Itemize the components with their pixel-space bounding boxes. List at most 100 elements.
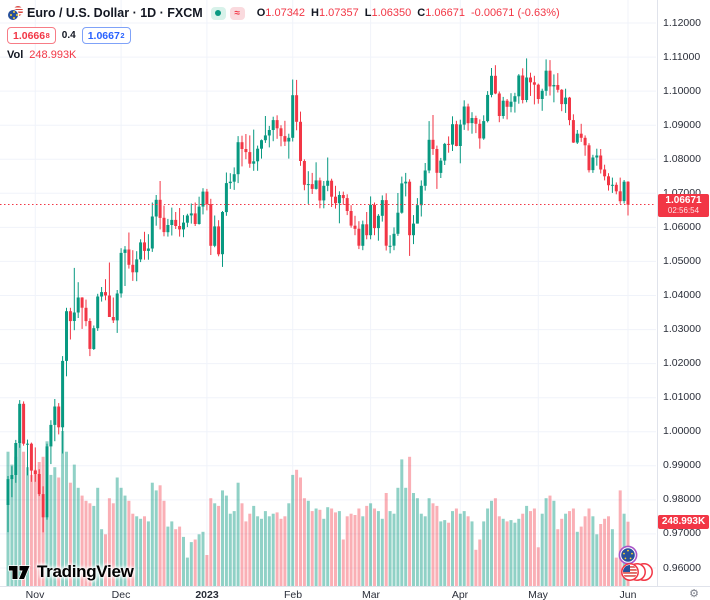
bar-countdown: 02:56:54 [667,206,700,215]
candle-body [447,143,451,145]
candle-body [501,100,505,116]
volume-bar [224,495,228,586]
volume-bar [334,512,337,586]
price-axis-label: 1.01000 [663,391,701,403]
candle-body [143,242,146,251]
candle-wick [553,74,555,103]
volume-bar [521,513,525,586]
candle-body [244,149,248,153]
candle-body [170,219,174,225]
price-axis-label: 1.11000 [663,51,701,63]
volume-bar [443,520,447,586]
candle-wick [81,297,83,329]
volume-bar [123,495,127,586]
candle-body [267,130,271,136]
volume-bar [560,518,564,586]
volume-bar [376,511,380,586]
chart-legend: Euro / U.S. Dollar · 1D · FXCM ≈ O1.0734… [7,4,560,62]
candle-body [217,226,221,255]
time-axis-label: Apr [451,589,469,600]
candle-body [76,297,80,313]
candle-body [299,121,302,161]
tradingview-logo[interactable]: TradingView [8,562,134,582]
volume-bar [96,487,100,586]
volume-bar [583,516,587,587]
time-axis-label: May [528,589,548,600]
candle-body [361,224,365,246]
volume-bar [244,521,248,586]
candle-body [224,183,228,213]
candle-wick [284,120,286,146]
candle-body [540,90,544,99]
volume-bar [209,498,213,586]
candle-body [221,212,224,255]
open-value: 1.07342 [265,7,306,19]
volume-bar [423,516,427,587]
time-axis-label: Nov [25,589,45,600]
volume-bar [369,503,373,586]
volume-bar [162,500,166,587]
volume-bar [396,487,400,586]
candle-wick [506,99,508,120]
volume-bar [478,539,482,586]
candle-body [607,176,610,186]
sell-bid-button[interactable]: 1.0666 8 [7,27,56,44]
candle-body [271,120,275,130]
candle-body [474,118,478,124]
volume-bar [232,511,236,586]
price-axis-label: 1.10000 [663,85,701,97]
candle-wick [34,447,36,482]
volume-bar [474,549,478,586]
volume-bar [322,518,326,586]
volume-bar [365,505,369,586]
candle-body [240,142,244,149]
candle-wick [354,215,356,236]
candle-wick [342,191,344,205]
volume-bar [427,498,431,586]
us-event-icon-group[interactable] [621,563,653,581]
candle-body [84,307,88,322]
volume-bar [314,508,318,586]
candle-body [291,95,295,138]
candle-body [100,292,104,297]
candle-body [568,97,571,121]
eu-event-icon[interactable] [618,545,638,565]
candle-body [127,249,131,265]
candle-body [37,474,41,495]
volume-bar [568,511,571,586]
candle-body [228,181,232,184]
candle-body [337,195,341,204]
candle-body [314,180,318,189]
candle-body [341,195,345,199]
candle-body [353,225,357,229]
volume-bar [595,534,599,586]
tradingview-wordmark: TradingView [37,562,134,581]
candle-wick [514,92,516,113]
volume-bar [345,516,349,587]
candle-body [45,446,49,518]
volume-bar [57,477,61,586]
candle-body [373,204,376,229]
candle-body [618,191,622,202]
price-axis-label: 0.96000 [663,562,701,574]
candle-body [14,443,18,475]
delayed-data-icon[interactable]: ≈ [229,6,245,20]
volume-bar [540,513,544,586]
candle-body [482,121,486,139]
axis-settings-gear-icon[interactable]: ⚙ [689,588,699,600]
volume-bar [447,522,451,586]
candle-body [536,84,540,99]
market-open-status-icon[interactable] [210,6,226,20]
symbol-title[interactable]: Euro / U.S. Dollar · 1D · FXCM [27,6,203,20]
candle-body [408,181,412,236]
volume-bar [228,513,232,586]
price-axis-label: 1.09000 [663,119,701,131]
volume-bar [154,490,158,586]
buy-ask-button[interactable]: 1.0667 2 [81,27,131,44]
price-axis-label: 0.97000 [663,527,701,539]
candle-wick [584,135,586,156]
low-label: L [364,7,372,19]
economic-event-markers[interactable] [608,543,656,589]
